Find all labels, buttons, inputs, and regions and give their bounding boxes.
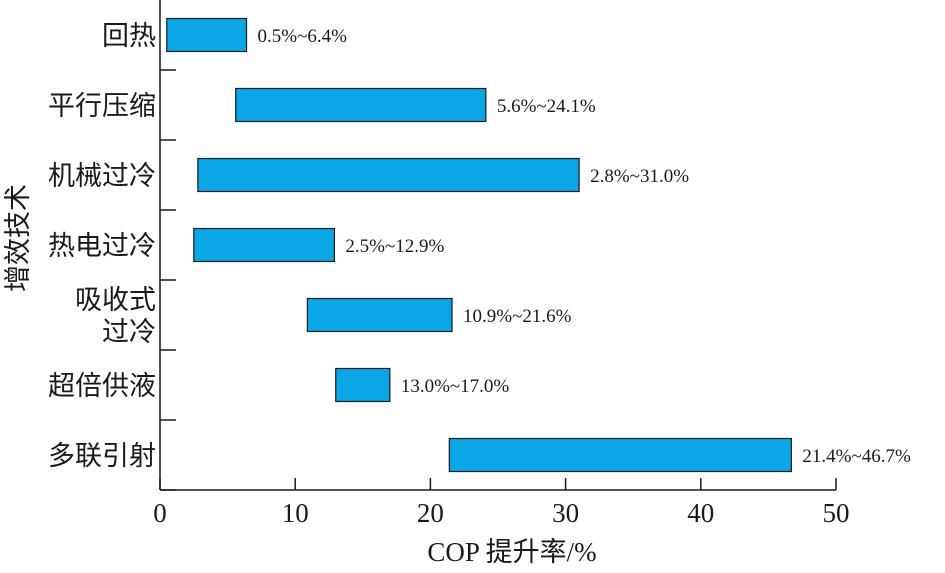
data-label-6: 13.0%~17.0% — [401, 376, 510, 397]
data-label-1: 0.5%~6.4% — [258, 26, 348, 47]
x-tick-label-0: 0 — [153, 498, 167, 528]
category-label-5-line-2: 过冷 — [102, 317, 156, 348]
category-label-3: 机械过冷 — [48, 161, 156, 192]
bar-2 — [235, 87, 487, 123]
x-tick-label-20: 20 — [417, 498, 444, 528]
category-label-5-line-1: 吸收式 — [75, 285, 156, 316]
y-axis-title: 增效技术 — [3, 184, 33, 292]
data-label-7: 21.4%~46.7% — [802, 446, 911, 467]
category-label-4: 热电过冷 — [48, 231, 156, 262]
category-label-2: 平行压缩 — [48, 91, 156, 122]
data-label-4: 2.5%~12.9% — [345, 236, 444, 257]
x-tick-label-10: 10 — [282, 498, 309, 528]
bar-5 — [306, 297, 453, 333]
bar-1 — [166, 17, 248, 53]
x-tick-label-50: 50 — [823, 498, 850, 528]
bar-6 — [335, 367, 391, 403]
data-labels-layer: 0.5%~6.4% 5.6%~24.1% 2.8%~31.0% 2.5%~12.9% 1… — [258, 26, 911, 467]
y-ticks-layer — [160, 69, 176, 491]
data-label-2: 5.6%~24.1% — [497, 96, 596, 117]
data-label-3: 2.8%~31.0% — [590, 166, 689, 187]
data-label-5: 10.9%~21.6% — [463, 306, 572, 327]
bar-4 — [193, 227, 336, 263]
bars-layer — [166, 17, 792, 473]
x-axis-title: COP 提升率/% — [427, 537, 596, 567]
x-tick-label-30: 30 — [552, 498, 579, 528]
category-label-7: 多联引射 — [48, 441, 156, 472]
category-label-6: 超倍供液 — [48, 371, 156, 402]
bar-3 — [197, 157, 580, 193]
axes-layer — [159, 0, 836, 491]
category-label-1: 回热 — [102, 21, 156, 52]
x-tick-label-40: 40 — [687, 498, 714, 528]
bar-7 — [448, 437, 792, 473]
x-ticks-layer: 0 10 20 30 40 50 — [153, 478, 850, 528]
